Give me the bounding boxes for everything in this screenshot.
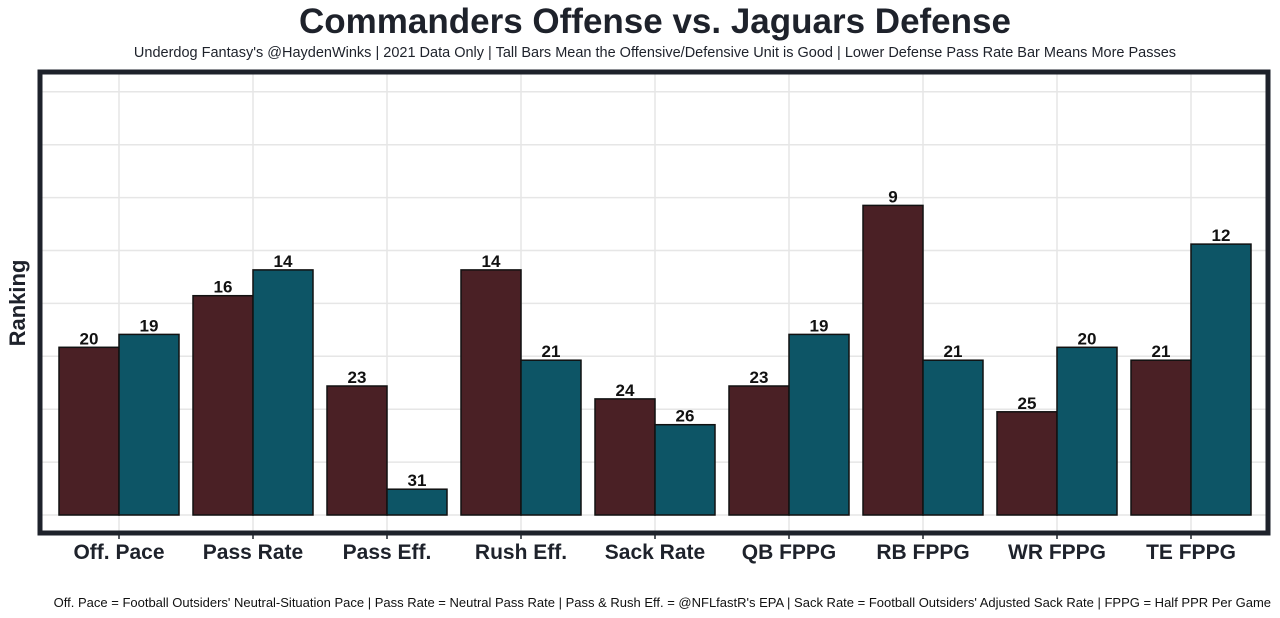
- data-label: 14: [482, 252, 501, 271]
- bar-offense: [326, 385, 388, 516]
- bar-offense: [996, 411, 1058, 516]
- bar-defense: [118, 333, 180, 516]
- data-label: 24: [616, 381, 635, 400]
- bar-defense: [654, 423, 716, 516]
- x-tick-label: Pass Eff.: [343, 541, 432, 564]
- x-tick-label: TE FPPG: [1146, 541, 1236, 564]
- bar-offense: [594, 398, 656, 516]
- data-label: 19: [810, 316, 829, 335]
- data-label: 23: [750, 368, 769, 387]
- bar-defense: [1056, 346, 1118, 516]
- data-label: 20: [80, 329, 99, 348]
- bar-defense: [252, 269, 314, 516]
- data-label: 21: [944, 342, 963, 361]
- data-label: 19: [140, 316, 159, 335]
- data-label: 23: [348, 368, 367, 387]
- chart-caption: Off. Pace = Football Outsiders' Neutral-…: [53, 595, 1271, 610]
- bar-offense: [1130, 359, 1192, 516]
- bar-offense: [58, 346, 120, 516]
- x-tick-label: Rush Eff.: [475, 541, 567, 564]
- x-axis-ticks: Off. Pace Pass Rate Pass Eff. Rush Eff. Sack…: [73, 533, 1236, 564]
- bar-defense: [1190, 243, 1252, 516]
- bar-offense: [460, 269, 522, 516]
- bars: [58, 204, 1252, 516]
- x-tick-label: WR FPPG: [1008, 541, 1106, 564]
- data-label: 12: [1212, 226, 1231, 245]
- data-label: 20: [1078, 329, 1097, 348]
- bar-offense: [192, 294, 254, 516]
- data-label: 31: [408, 471, 427, 490]
- bar-defense: [386, 488, 448, 516]
- bar-offense: [728, 385, 790, 516]
- x-tick-label: QB FPPG: [742, 541, 837, 564]
- data-label: 21: [542, 342, 561, 361]
- data-label: 14: [274, 252, 293, 271]
- bar-defense: [922, 359, 984, 516]
- chart-title: Commanders Offense vs. Jaguars Defense: [299, 2, 1011, 41]
- bar-defense: [788, 333, 850, 516]
- bar-offense: [862, 204, 924, 516]
- data-label: 16: [214, 278, 233, 297]
- data-label: 26: [676, 407, 695, 426]
- x-tick-label: Sack Rate: [605, 541, 705, 564]
- data-label: 9: [888, 187, 897, 206]
- x-tick-label: RB FPPG: [876, 541, 969, 564]
- x-tick-label: Pass Rate: [203, 541, 303, 564]
- data-label: 25: [1018, 394, 1037, 413]
- x-tick-label: Off. Pace: [73, 541, 164, 564]
- data-labels: 20 19 16 14 23 31 14 21 24 26 23 19 9 21 25 20 21 12: [80, 187, 1231, 490]
- chart-subtitle: Underdog Fantasy's @HaydenWinks | 2021 D…: [133, 45, 1177, 61]
- bar-defense: [520, 359, 582, 516]
- panel-border: [37, 69, 1271, 536]
- data-label: 21: [1152, 342, 1171, 361]
